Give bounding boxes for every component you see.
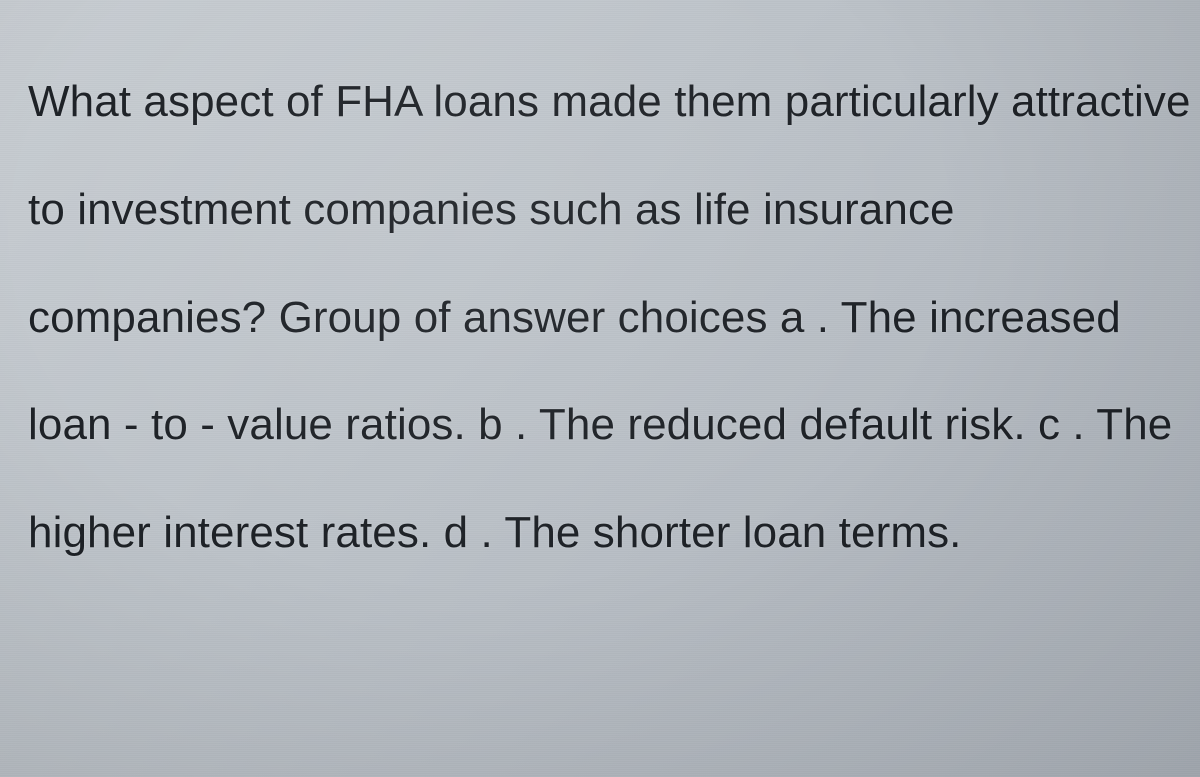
question-text: What aspect of FHA loans made them parti… bbox=[28, 48, 1192, 587]
